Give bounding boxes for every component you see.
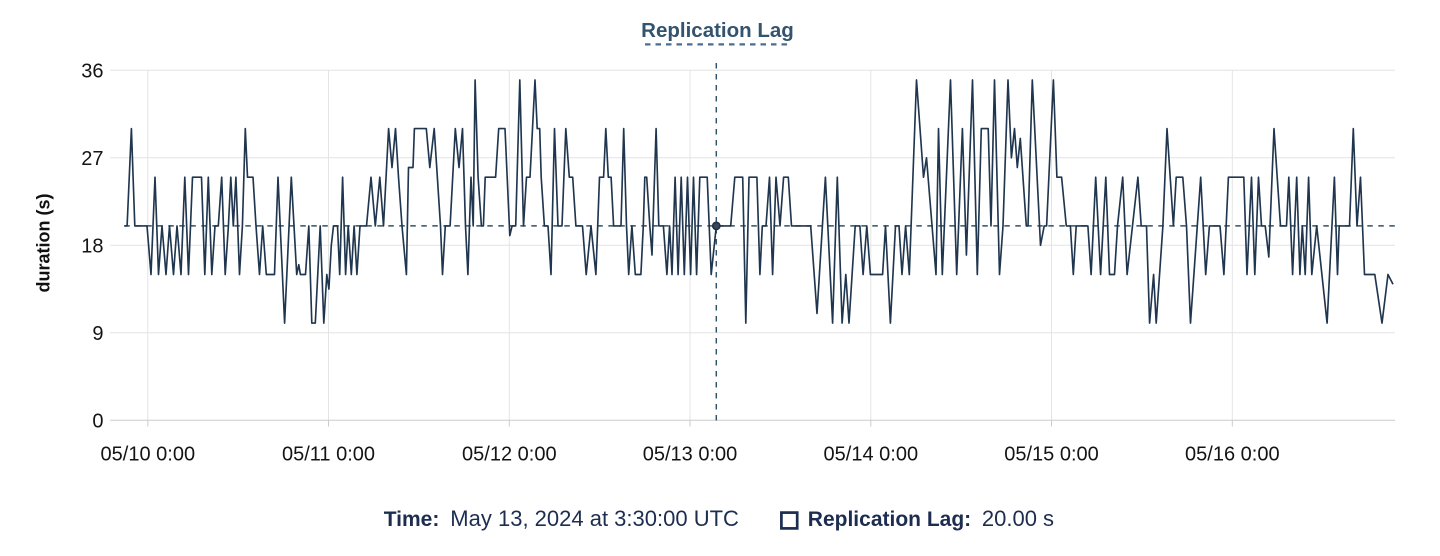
svg-text:18: 18 — [81, 235, 103, 257]
svg-text:05/16 0:00: 05/16 0:00 — [1185, 443, 1280, 465]
svg-text:Replication Lag: Replication Lag — [641, 19, 794, 42]
svg-text:05/11 0:00: 05/11 0:00 — [282, 443, 375, 465]
svg-text:05/12 0:00: 05/12 0:00 — [462, 443, 557, 465]
svg-text:05/13 0:00: 05/13 0:00 — [643, 443, 738, 465]
svg-text:duration (s): duration (s) — [34, 194, 54, 293]
svg-text:27: 27 — [81, 148, 103, 170]
svg-text:0: 0 — [92, 410, 103, 432]
svg-text:May 13, 2024 at 3:30:00 UTC: May 13, 2024 at 3:30:00 UTC — [450, 506, 739, 531]
svg-text:9: 9 — [92, 323, 103, 345]
svg-text:Replication Lag:: Replication Lag: — [808, 508, 971, 531]
svg-text:05/14 0:00: 05/14 0:00 — [824, 443, 919, 465]
svg-text:05/10 0:00: 05/10 0:00 — [101, 443, 196, 465]
svg-text:05/15 0:00: 05/15 0:00 — [1004, 443, 1099, 465]
svg-text:36: 36 — [81, 60, 103, 82]
svg-text:Time:: Time: — [384, 508, 440, 531]
svg-text:20.00 s: 20.00 s — [982, 506, 1054, 531]
